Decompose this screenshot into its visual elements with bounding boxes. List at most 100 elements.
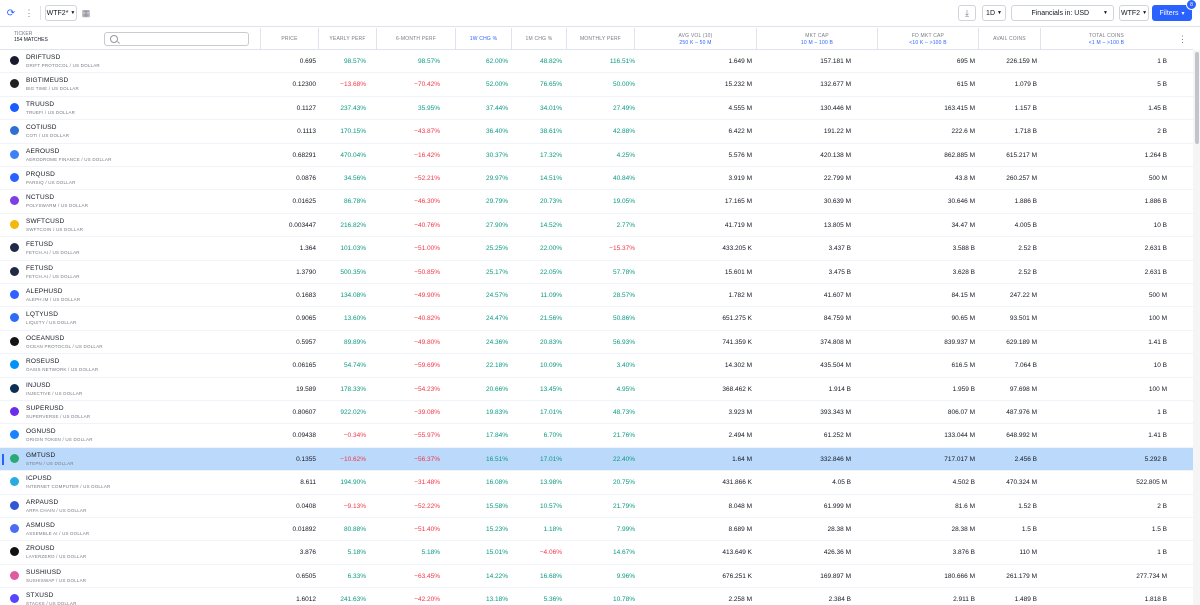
- ticker-symbol[interactable]: PRQUSD: [26, 171, 56, 178]
- ticker-symbol[interactable]: ALEPHUSD: [26, 288, 63, 295]
- vertical-scrollbar[interactable]: [1193, 50, 1200, 605]
- column-header-yearly-perf[interactable]: YEARLY PERF: [318, 28, 376, 50]
- scrollbar-thumb[interactable]: [1195, 52, 1199, 144]
- ticker-column-header[interactable]: TICKER 154 MATCHES: [14, 31, 48, 43]
- column-filter-range: 250 K – 50 M: [679, 39, 712, 46]
- ticker-symbol[interactable]: ARPAUSD: [26, 498, 59, 506]
- table-row[interactable]: OCEANUSD OCEAN PROTOCOL / US DOLLAR 0.5957…: [0, 331, 1193, 355]
- cell-avg-vol-10: 3.919 M: [728, 175, 753, 182]
- cell-monthly-perf: 20.75%: [612, 479, 635, 487]
- column-header-monthly-perf[interactable]: MONTHLY PERF: [566, 28, 634, 50]
- cell-avail-coins: 4.005 B: [1014, 221, 1037, 229]
- cell-monthly-perf: 22.40%: [612, 455, 635, 463]
- refresh-icon[interactable]: ⟳: [6, 7, 16, 19]
- table-row[interactable]: ROSEUSD OASIS NETWORK / US DOLLAR 0.06165 5…: [0, 354, 1193, 378]
- ticker-symbol[interactable]: AEROUSD: [26, 147, 60, 155]
- table-row[interactable]: GMTUSD STEPN / US DOLLAR 0.1355 −10.62% −56.…: [0, 447, 1193, 472]
- cell-yearly-perf: 922.02%: [340, 409, 366, 416]
- ticker-symbol[interactable]: SWFTCUSD: [26, 217, 65, 225]
- cell-avail-coins: 2.52 B: [1018, 245, 1037, 253]
- column-header-1m-chg[interactable]: 1M CHG %: [511, 28, 566, 50]
- column-header-total-coins[interactable]: TOTAL COINS <1 M – >100 B: [1040, 28, 1172, 50]
- ticker-symbol[interactable]: FETUSD: [26, 264, 54, 272]
- table-row[interactable]: COTIUSD COTI / US DOLLAR 0.1113 170.15% −43.…: [0, 120, 1193, 144]
- table-row[interactable]: DRIFTUSD DRIFT PROTOCOL / US DOLLAR 0.695 9…: [0, 50, 1193, 74]
- cell-price: 0.01892: [292, 526, 317, 533]
- coin-logo-icon: [10, 407, 19, 416]
- ticker-symbol[interactable]: LQTYUSD: [26, 311, 59, 319]
- table-row[interactable]: LQTYUSD LIQUITY / US DOLLAR 0.9065 13.60% −4…: [0, 307, 1193, 331]
- cell-avg-vol-10: 8.689 M: [728, 526, 753, 533]
- table-row[interactable]: ALEPHUSD ALEPH.IM / US DOLLAR 0.1683 134.08…: [0, 284, 1193, 308]
- filters-button[interactable]: Filters ▾: [1152, 5, 1192, 21]
- cell-price: 0.003447: [288, 221, 316, 229]
- coin-logo-icon: [10, 500, 19, 510]
- cell-total-coins: 1.45 B: [1148, 104, 1167, 112]
- cell-yearly-perf: 178.33%: [340, 385, 366, 393]
- column-header-6-month-perf[interactable]: 6-MONTH PERF: [376, 28, 455, 50]
- ticker-symbol[interactable]: ZROUSD: [26, 545, 55, 553]
- watchlist-dropdown[interactable]: WTF2* ▼: [45, 5, 77, 21]
- cell-fd-mkt-cap: 180.666 M: [944, 572, 975, 580]
- ticker-symbol[interactable]: COTIUSD: [26, 124, 57, 132]
- layout-icon[interactable]: ▦: [81, 7, 91, 18]
- table-row[interactable]: ZROUSD LAYERZERO / US DOLLAR 3.876 5.18% 5.1…: [0, 541, 1193, 565]
- table-row[interactable]: SUPERUSD SUPERVERSE / US DOLLAR 0.80607 922…: [0, 401, 1193, 425]
- table-row[interactable]: TRUUSD TRUEFI / US DOLLAR 0.1127 237.43% 35.…: [0, 97, 1193, 121]
- ticker-symbol[interactable]: INJUSD: [26, 381, 51, 389]
- more-icon[interactable]: ⋮: [24, 7, 34, 18]
- column-header-fd-mkt-cap[interactable]: FD MKT CAP <10 K – >100 B: [877, 28, 978, 50]
- ticker-symbol[interactable]: ASMUSD: [26, 522, 56, 529]
- table-row[interactable]: SUSHIUSD SUSHISWAP / US DOLLAR 0.6505 6.33%…: [0, 565, 1193, 589]
- table-row[interactable]: NCTUSD POLYSWARM / US DOLLAR 0.01625 86.78%…: [0, 190, 1193, 214]
- cell-mkt-cap: 157.181 M: [820, 58, 851, 65]
- cell-avg-vol-10: 1.649 M: [728, 58, 753, 65]
- ticker-symbol[interactable]: ROSEUSD: [26, 358, 60, 366]
- ticker-symbol[interactable]: GMTUSD: [26, 451, 56, 459]
- column-header-avg-vol-10[interactable]: AVG VOL (10) 250 K – 50 M: [634, 28, 756, 50]
- column-header-price[interactable]: PRICE: [260, 28, 318, 50]
- cell-total-coins: 5 B: [1157, 81, 1167, 89]
- coin-logo-icon: [10, 173, 19, 182]
- table-row[interactable]: BIGTIMEUSD BIG TIME / US DOLLAR 0.12300 −13…: [0, 73, 1193, 97]
- interval-dropdown[interactable]: 1D ▼: [982, 5, 1006, 21]
- cell-avg-vol-10: 2.258 M: [728, 596, 753, 604]
- table-row[interactable]: OGNUSD ORIGIN TOKEN / US DOLLAR 0.09438 −0.…: [0, 424, 1193, 448]
- column-header-avail-coins[interactable]: AVAIL COINS: [978, 28, 1040, 50]
- column-settings-icon[interactable]: ⋮: [1178, 33, 1187, 44]
- ticker-symbol[interactable]: ICPUSD: [26, 475, 52, 483]
- download-icon[interactable]: ⤓: [958, 5, 976, 21]
- table-row[interactable]: ARPAUSD ARPA CHAIN / US DOLLAR 0.0408 −9.13…: [0, 495, 1193, 518]
- ticker-symbol[interactable]: TRUUSD: [26, 100, 55, 108]
- ticker-symbol[interactable]: SUSHIUSD: [26, 568, 62, 576]
- table-row[interactable]: INJUSD INJECTIVE / US DOLLAR 19.589 178.33%…: [0, 378, 1193, 401]
- ticker-symbol[interactable]: STXUSD: [26, 592, 54, 600]
- cell-avail-coins: 261.179 M: [1006, 572, 1037, 580]
- ticker-search-input[interactable]: [104, 32, 249, 46]
- ticker-symbol[interactable]: FETUSD: [26, 241, 54, 249]
- screen-dropdown[interactable]: WTF2 ▼: [1119, 5, 1149, 21]
- table-row[interactable]: AEROUSD AERODROME FINANCE / US DOLLAR 0.68…: [0, 144, 1193, 167]
- ticker-symbol[interactable]: SUPERUSD: [26, 405, 64, 412]
- table-row[interactable]: SWFTCUSD SWFTCOIN / US DOLLAR 0.003447 216.…: [0, 214, 1193, 238]
- ticker-symbol[interactable]: OCEANUSD: [26, 334, 65, 342]
- table-row[interactable]: STXUSD STACKS / US DOLLAR 1.6012 241.63% −42…: [0, 588, 1193, 605]
- table-row[interactable]: ICPUSD INTERNET COMPUTER / US DOLLAR 8.611…: [0, 471, 1193, 495]
- financials-currency-dropdown[interactable]: Financials in: USD ▼: [1011, 5, 1114, 21]
- cell-1w-chg: 36.40%: [485, 128, 508, 136]
- ticker-symbol[interactable]: BIGTIMEUSD: [26, 77, 69, 85]
- table-row[interactable]: FETUSD FETCH.AI / US DOLLAR 1.3790 500.35% −…: [0, 261, 1193, 284]
- ticker-symbol[interactable]: DRIFTUSD: [26, 54, 61, 61]
- ticker-symbol[interactable]: NCTUSD: [26, 194, 55, 202]
- cell-avail-coins: 1.157 B: [1014, 104, 1037, 112]
- cell-yearly-perf: 80.88%: [343, 526, 366, 533]
- column-header-mkt-cap[interactable]: MKT CAP 10 M – 100 B: [756, 28, 877, 50]
- cell-fd-mkt-cap: 84.15 M: [951, 292, 976, 299]
- ticker-symbol[interactable]: OGNUSD: [26, 428, 56, 436]
- table-row[interactable]: ASMUSD ASSEMBLE AI / US DOLLAR 0.01892 80.8…: [0, 518, 1193, 542]
- screener-table-body: DRIFTUSD DRIFT PROTOCOL / US DOLLAR 0.695 9…: [0, 50, 1193, 605]
- ticker-description: SUPERVERSE / US DOLLAR: [26, 414, 91, 419]
- table-row[interactable]: FETUSD FETCH.AI / US DOLLAR 1.364 101.03% −5…: [0, 237, 1193, 261]
- column-header-1w-chg[interactable]: 1W CHG %: [455, 28, 511, 50]
- table-row[interactable]: PRQUSD PARSIQ / US DOLLAR 0.0876 34.56% −52.…: [0, 167, 1193, 191]
